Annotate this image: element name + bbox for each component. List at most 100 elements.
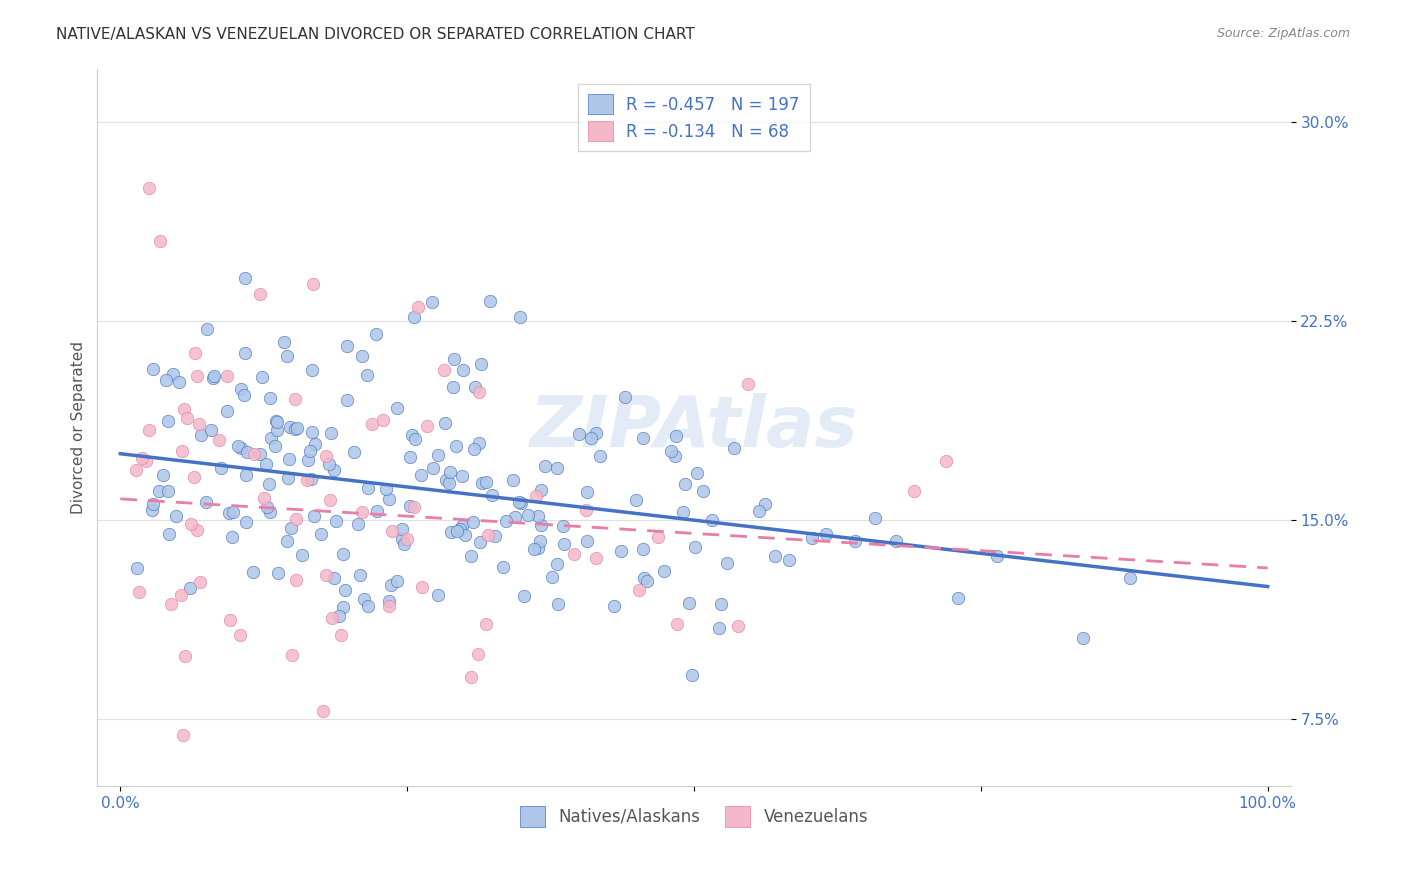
Venezuelans (626, 792, 648, 806)
Venezuelans (302, 277, 325, 291)
Legend: Natives/Alaskans, Venezuelans: Natives/Alaskans, Venezuelans (512, 797, 876, 835)
Natives/Alaskans (631, 431, 654, 445)
Natives/Alaskans (273, 335, 295, 350)
Natives/Alaskans (748, 504, 770, 518)
Natives/Alaskans (260, 431, 283, 445)
Natives/Alaskans (194, 495, 217, 509)
Natives/Alaskans (319, 425, 342, 440)
Venezuelans (188, 575, 211, 590)
Venezuelans (135, 454, 157, 468)
Natives/Alaskans (441, 380, 464, 394)
Natives/Alaskans (152, 467, 174, 482)
Natives/Alaskans (707, 621, 730, 635)
Natives/Alaskans (285, 421, 308, 435)
Natives/Alaskans (652, 564, 675, 578)
Natives/Alaskans (636, 574, 658, 589)
Natives/Alaskans (304, 437, 326, 451)
Natives/Alaskans (347, 517, 370, 532)
Natives/Alaskans (659, 444, 682, 458)
Y-axis label: Divorced or Separated: Divorced or Separated (72, 341, 86, 514)
Natives/Alaskans (380, 578, 402, 592)
Venezuelans (319, 492, 342, 507)
Natives/Alaskans (589, 450, 612, 464)
Natives/Alaskans (475, 475, 498, 489)
Natives/Alaskans (276, 349, 298, 363)
Venezuelans (330, 628, 353, 642)
Natives/Alaskans (332, 547, 354, 561)
Natives/Alaskans (336, 392, 359, 407)
Natives/Alaskans (585, 426, 607, 441)
Venezuelans (477, 528, 499, 542)
Venezuelans (183, 470, 205, 484)
Natives/Alaskans (527, 541, 550, 555)
Natives/Alaskans (235, 444, 257, 458)
Natives/Alaskans (167, 375, 190, 389)
Natives/Alaskans (377, 491, 399, 506)
Natives/Alaskans (233, 270, 256, 285)
Natives/Alaskans (534, 459, 557, 474)
Natives/Alaskans (200, 423, 222, 437)
Natives/Alaskans (280, 520, 302, 534)
Text: ZIPAtlas: ZIPAtlas (530, 392, 858, 462)
Venezuelans (285, 511, 308, 525)
Venezuelans (208, 433, 231, 447)
Venezuelans (315, 568, 337, 582)
Natives/Alaskans (508, 495, 530, 509)
Natives/Alaskans (427, 449, 450, 463)
Natives/Alaskans (576, 533, 599, 548)
Natives/Alaskans (453, 362, 475, 376)
Natives/Alaskans (446, 524, 468, 539)
Natives/Alaskans (242, 565, 264, 579)
Natives/Alaskans (422, 461, 444, 475)
Natives/Alaskans (141, 502, 163, 516)
Venezuelans (562, 547, 585, 561)
Natives/Alaskans (404, 310, 426, 324)
Venezuelans (229, 628, 252, 642)
Natives/Alaskans (301, 425, 323, 439)
Natives/Alaskans (449, 522, 471, 536)
Venezuelans (138, 181, 160, 195)
Natives/Alaskans (179, 582, 201, 596)
Natives/Alaskans (309, 527, 332, 541)
Natives/Alaskans (299, 443, 322, 458)
Venezuelans (315, 449, 337, 463)
Natives/Alaskans (468, 534, 491, 549)
Venezuelans (172, 444, 194, 458)
Natives/Alaskans (291, 548, 314, 562)
Venezuelans (666, 617, 689, 632)
Natives/Alaskans (440, 525, 463, 540)
Natives/Alaskans (610, 544, 633, 558)
Natives/Alaskans (502, 473, 524, 487)
Venezuelans (647, 530, 669, 544)
Venezuelans (360, 417, 382, 432)
Natives/Alaskans (148, 483, 170, 498)
Natives/Alaskans (209, 461, 232, 475)
Natives/Alaskans (364, 326, 387, 341)
Natives/Alaskans (686, 467, 709, 481)
Natives/Alaskans (530, 518, 553, 533)
Natives/Alaskans (495, 515, 517, 529)
Natives/Alaskans (685, 541, 707, 555)
Natives/Alaskans (374, 482, 396, 496)
Natives/Alaskans (700, 513, 723, 527)
Natives/Alaskans (801, 531, 824, 545)
Natives/Alaskans (249, 448, 271, 462)
Natives/Alaskans (259, 391, 281, 405)
Natives/Alaskans (404, 432, 426, 446)
Venezuelans (350, 505, 373, 519)
Natives/Alaskans (529, 533, 551, 548)
Natives/Alaskans (437, 475, 460, 490)
Natives/Alaskans (844, 534, 866, 549)
Natives/Alaskans (142, 497, 165, 511)
Natives/Alaskans (264, 439, 287, 453)
Natives/Alaskans (155, 373, 177, 387)
Natives/Alaskans (439, 465, 461, 479)
Venezuelans (727, 619, 749, 633)
Natives/Alaskans (553, 519, 575, 533)
Natives/Alaskans (434, 416, 457, 430)
Natives/Alaskans (328, 609, 350, 624)
Natives/Alaskans (356, 368, 378, 382)
Venezuelans (188, 417, 211, 432)
Venezuelans (935, 454, 957, 468)
Natives/Alaskans (190, 427, 212, 442)
